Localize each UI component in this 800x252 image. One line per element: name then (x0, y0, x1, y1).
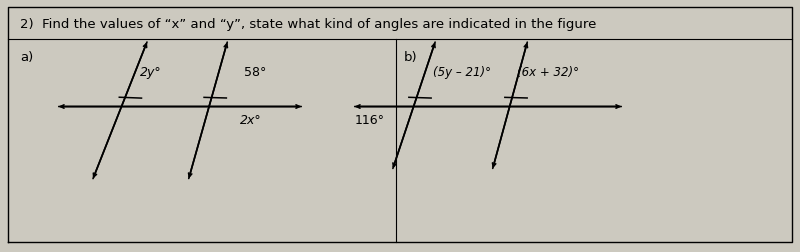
Text: 58°: 58° (244, 65, 266, 78)
Text: 2y°: 2y° (140, 65, 162, 78)
Text: (6x + 32)°: (6x + 32)° (517, 65, 579, 78)
Text: (5y – 21)°: (5y – 21)° (434, 65, 491, 78)
Text: 2x°: 2x° (240, 113, 262, 126)
Text: 2)  Find the values of “x” and “y”, state what kind of angles are indicated in t: 2) Find the values of “x” and “y”, state… (20, 17, 596, 30)
Text: a): a) (20, 50, 34, 63)
Text: b): b) (404, 50, 418, 63)
Text: 116°: 116° (354, 113, 384, 126)
